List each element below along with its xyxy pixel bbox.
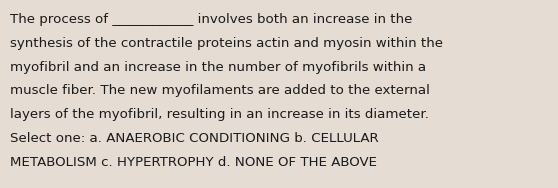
Text: layers of the myofibril, resulting in an increase in its diameter.: layers of the myofibril, resulting in an… [10, 108, 429, 121]
Text: The process of ____________ involves both an increase in the: The process of ____________ involves bot… [10, 13, 412, 26]
Text: METABOLISM c. HYPERTROPHY d. NONE OF THE ABOVE: METABOLISM c. HYPERTROPHY d. NONE OF THE… [10, 156, 377, 169]
Text: Select one: a. ANAEROBIC CONDITIONING b. CELLULAR: Select one: a. ANAEROBIC CONDITIONING b.… [10, 132, 379, 145]
Text: muscle fiber. The new myofilaments are added to the external: muscle fiber. The new myofilaments are a… [10, 84, 430, 97]
Text: synthesis of the contractile proteins actin and myosin within the: synthesis of the contractile proteins ac… [10, 37, 443, 50]
Text: myofibril and an increase in the number of myofibrils within a: myofibril and an increase in the number … [10, 61, 426, 74]
